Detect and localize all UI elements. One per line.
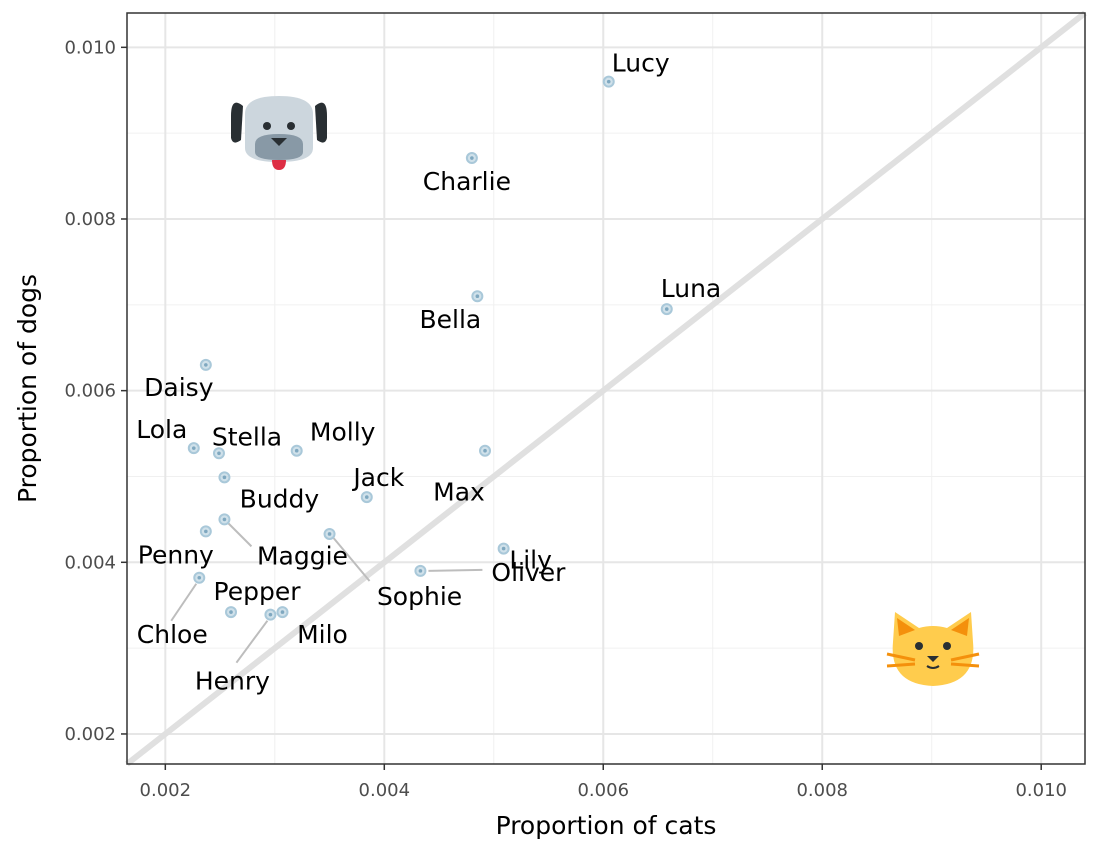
cat-icon xyxy=(886,612,980,686)
data-point-core xyxy=(475,294,480,299)
data-point-core xyxy=(222,517,227,522)
point-labels: Lucy Charlie Luna Bella Daisy Lola Stella Molly… xyxy=(136,49,721,696)
panel-border xyxy=(126,12,1086,765)
point-label: Jack xyxy=(351,463,404,492)
x-tick-label: 0.010 xyxy=(1015,780,1067,801)
data-point-core xyxy=(664,307,669,311)
x-axis-title: Proportion of cats xyxy=(496,811,717,840)
data-point-core xyxy=(191,446,196,450)
point-label: Pepper xyxy=(214,577,302,606)
reference-line xyxy=(125,10,1087,767)
label-connectors xyxy=(170,522,483,664)
point-label: Henry xyxy=(195,667,270,696)
y-axis-ticks: 0.002 0.004 0.006 0.008 0.010 xyxy=(64,37,127,745)
y-axis-title: Proportion of dogs xyxy=(13,274,42,503)
point-label: Lola xyxy=(136,415,187,444)
data-point-core xyxy=(483,448,487,453)
y-tick-label: 0.002 xyxy=(64,724,116,745)
y-tick-label: 0.008 xyxy=(64,209,116,230)
x-tick-label: 0.006 xyxy=(577,780,629,801)
point-label: Luna xyxy=(661,274,722,303)
data-point-core xyxy=(204,363,208,367)
data-point-core xyxy=(327,532,332,536)
point-label: Buddy xyxy=(240,484,320,513)
label-connector xyxy=(170,583,198,622)
data-point-core xyxy=(217,451,221,456)
grid xyxy=(127,13,1085,764)
point-label: Max xyxy=(433,478,485,507)
x-tick-label: 0.004 xyxy=(359,780,411,801)
point-label: Oliver xyxy=(491,558,566,587)
x-tick-label: 0.002 xyxy=(140,780,192,801)
y-tick-label: 0.004 xyxy=(64,552,116,573)
label-connector xyxy=(332,537,371,582)
x-axis-ticks: 0.002 0.004 0.006 0.008 0.010 xyxy=(140,764,1067,801)
point-label: Stella xyxy=(212,422,282,451)
data-point-core xyxy=(222,475,227,480)
label-connector xyxy=(227,522,253,548)
point-label: Lucy xyxy=(612,49,670,78)
data-point-core xyxy=(197,575,202,580)
point-label: Daisy xyxy=(144,373,214,402)
point-label: Maggie xyxy=(257,541,348,570)
point-label: Chloe xyxy=(137,620,208,649)
point-label: Lily xyxy=(509,546,552,575)
data-point-core xyxy=(229,610,233,614)
y-tick-label: 0.006 xyxy=(64,381,116,402)
point-label: Molly xyxy=(310,418,376,447)
y-tick-label: 0.010 xyxy=(64,37,116,58)
point-label: Penny xyxy=(138,540,214,569)
data-points xyxy=(187,75,673,621)
data-point-core xyxy=(204,529,208,534)
x-tick-label: 0.008 xyxy=(796,780,848,801)
label-connector xyxy=(428,568,483,572)
point-label: Milo xyxy=(297,620,348,649)
point-label: Bella xyxy=(419,305,481,334)
dog-icon xyxy=(231,96,327,170)
data-point-core xyxy=(364,495,369,499)
data-point-core xyxy=(470,156,474,160)
point-label: Sophie xyxy=(377,582,462,611)
data-point-core xyxy=(294,448,299,453)
data-point-core xyxy=(280,610,285,614)
data-point-core xyxy=(606,79,611,84)
label-connector xyxy=(235,620,269,664)
data-point-core xyxy=(501,546,506,551)
data-point-core xyxy=(268,612,273,617)
data-point-core xyxy=(418,569,423,573)
point-label: Charlie xyxy=(423,167,511,196)
